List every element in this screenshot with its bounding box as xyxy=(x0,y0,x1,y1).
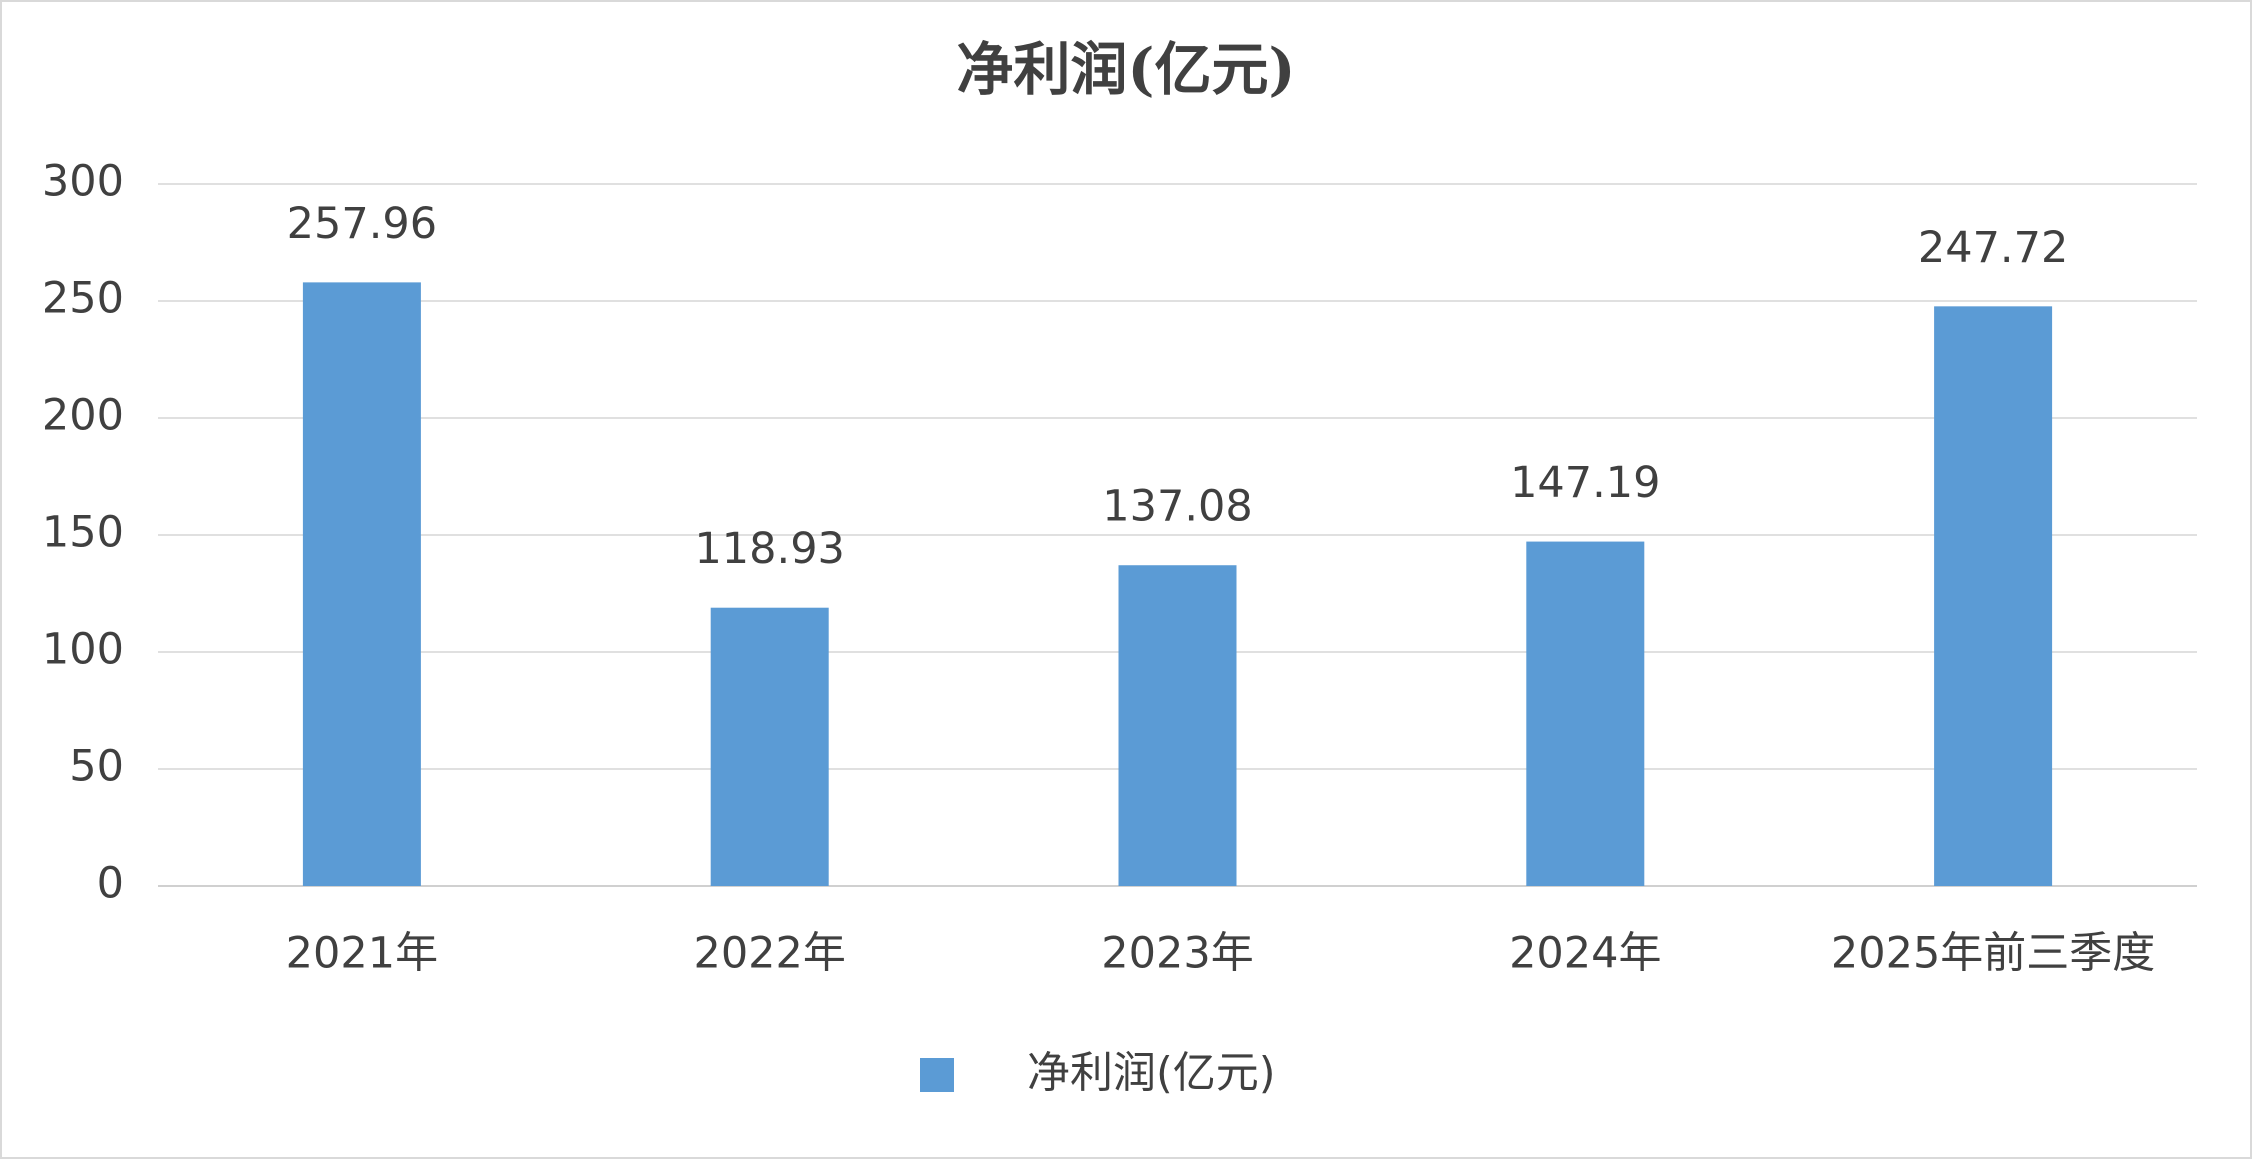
x-tick-label: 2023年 xyxy=(1101,929,1253,979)
y-tick-label: 0 xyxy=(97,859,124,909)
bar xyxy=(710,607,829,886)
data-label: 147.19 xyxy=(1510,458,1660,508)
data-label: 247.72 xyxy=(1918,223,2068,273)
x-tick-label: 2025年前三季度 xyxy=(1831,929,2155,979)
bar xyxy=(1526,541,1645,886)
x-tick-label: 2021年 xyxy=(286,929,438,979)
y-tick-label: 50 xyxy=(69,742,124,792)
x-tick-label: 2024年 xyxy=(1509,929,1661,979)
y-tick-label: 300 xyxy=(42,157,124,207)
data-label: 137.08 xyxy=(1102,482,1252,532)
y-tick-label: 150 xyxy=(42,508,124,558)
chart-title: 净利润(亿元) xyxy=(957,36,1296,103)
data-label: 118.93 xyxy=(694,524,844,574)
x-tick-label: 2022年 xyxy=(693,929,845,979)
bar xyxy=(1934,306,2053,886)
bar xyxy=(302,282,421,886)
y-tick-label: 250 xyxy=(42,274,124,324)
data-label: 257.96 xyxy=(287,199,437,249)
legend-swatch xyxy=(920,1058,954,1092)
y-tick-label: 200 xyxy=(42,391,124,441)
y-tick-label: 100 xyxy=(42,625,124,675)
bar xyxy=(1118,565,1237,886)
legend-label: 净利润(亿元) xyxy=(1027,1049,1276,1099)
